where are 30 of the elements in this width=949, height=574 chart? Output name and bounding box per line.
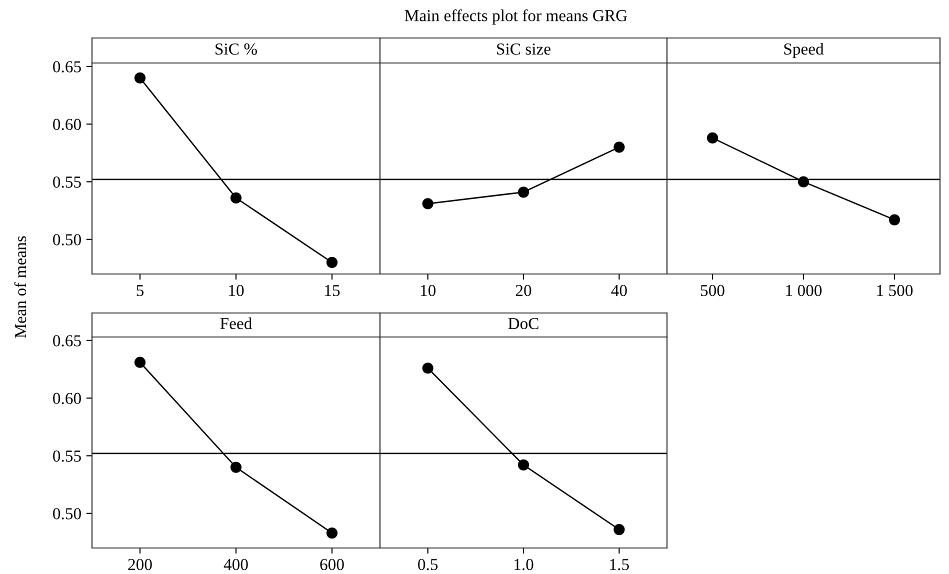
- x-tick-label: 1.0: [514, 558, 534, 570]
- x-tick-label: 10: [229, 284, 244, 296]
- y-tick-label: 0.60: [53, 392, 81, 404]
- chart-title: Speed: [784, 42, 824, 58]
- y-tick-label: 0.60: [53, 118, 81, 130]
- y-tick-label: 0.55: [53, 176, 81, 188]
- y-tick-label: 0.65: [53, 335, 81, 346]
- x-tick-label: 200: [128, 558, 152, 570]
- x-tick-label: 15: [325, 284, 340, 296]
- x-tick-label: 40: [611, 284, 627, 296]
- chart-title: SiC size: [497, 43, 550, 55]
- chart-title: DoC: [508, 318, 538, 330]
- x-tick-label: 0.5: [418, 558, 438, 570]
- x-tick-label: 600: [320, 558, 344, 570]
- x-tick-label: 5: [136, 285, 144, 296]
- y-axis-title: Mean of means: [14, 236, 26, 338]
- y-tick-label: 0.55: [53, 450, 81, 462]
- x-tick-label: 1 000: [786, 284, 822, 296]
- y-tick-label: 0.50: [53, 508, 81, 520]
- x-tick-label: 20: [516, 284, 532, 296]
- chart-title: Feed: [220, 317, 252, 330]
- x-tick-label: 1.5: [610, 558, 629, 570]
- x-tick-label: 500: [700, 284, 724, 296]
- x-tick-label: 10: [420, 284, 436, 296]
- x-tick-label: 1 500: [877, 284, 913, 296]
- chart-title: SiC %: [216, 43, 257, 55]
- x-tick-label: 400: [224, 558, 248, 570]
- y-tick-label: 0.65: [53, 61, 81, 72]
- y-tick-label: 0.50: [53, 234, 81, 246]
- text: Main effects plot for means GRG: [404, 9, 628, 25]
